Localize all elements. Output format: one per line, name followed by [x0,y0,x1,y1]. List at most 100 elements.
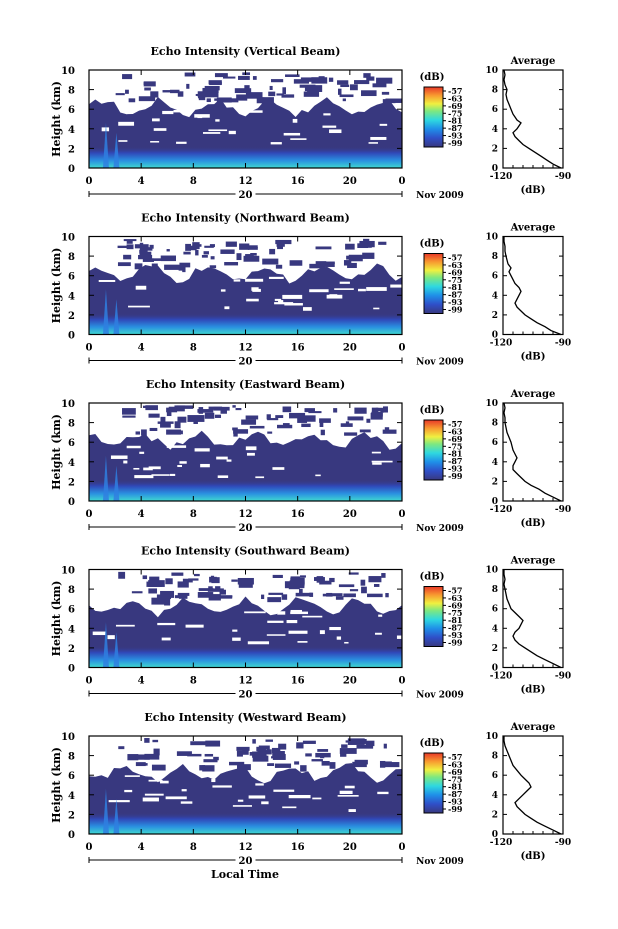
gap [270,142,282,145]
echo-patch [277,424,293,429]
echo-patch [202,765,215,772]
date-day: 20 [239,856,253,867]
echo-patch [115,93,125,96]
echo-patch [215,586,221,590]
gap [211,778,216,783]
x-tick-label: 20 [343,676,357,687]
echo-patch [149,244,154,249]
echo-patch [126,244,134,250]
echo-patch [164,264,181,270]
x-tick-label: 4 [138,176,145,187]
echo-patch [252,76,257,80]
gap [176,141,187,144]
colorbar-tick-label: -75 [448,774,462,784]
x-tick-label: 0 [86,509,93,520]
echo-patch [308,411,322,414]
heatmap [89,738,402,834]
panel-title: Echo Intensity (Vertical Beam) [150,45,340,58]
x-tick-label: 16 [291,842,305,853]
echo-patch [224,262,239,266]
echo-patch [204,245,214,248]
echo-patch [122,74,133,80]
echo-spike [113,132,120,168]
gap [135,285,147,290]
echo-patch [296,742,304,749]
y-tick-label: 4 [68,291,75,302]
echo-patch [144,753,160,760]
gap [115,624,135,627]
echo-patch [268,592,284,595]
gap [282,294,303,299]
colorbar-tick-label: -87 [448,789,462,799]
profile-x-label: (dB) [521,851,546,862]
gap [302,307,312,311]
x-tick-label: 0 [86,343,93,354]
x-tick-label: 8 [190,842,197,853]
echo-patch [301,423,311,428]
colorbar [423,419,444,481]
echo-patch [354,407,367,414]
echo-patch [156,594,172,600]
heatmap [89,238,402,335]
gap [282,806,297,809]
colorbar-tick-label: -93 [448,297,463,307]
echo-patch [289,260,303,266]
echo-patch [305,753,312,757]
echo-patch [247,247,258,250]
gap [329,129,342,134]
y-tick-label: 6 [68,771,75,782]
echo-patch [297,416,308,423]
gap [255,783,264,786]
echo-patch [349,84,358,91]
echo-patch [319,580,332,585]
gap [124,775,140,777]
gap [98,280,116,282]
gap [148,779,163,782]
colorbar [423,253,444,314]
echo-patch [360,579,366,586]
echo-patch [362,252,375,259]
echo-patch [361,586,367,594]
echo-patch [340,84,350,88]
echo-patch [381,91,390,95]
colorbar-tick-label: -57 [448,752,462,762]
gap [153,128,167,131]
gap [118,121,135,126]
colorbar-unit: (dB) [420,405,445,416]
gap [220,289,226,292]
gap [374,632,382,635]
echo-patch [190,741,206,746]
colorbar [423,752,444,814]
echo-patch [194,244,202,247]
colorbar-tick-label: -57 [448,253,462,263]
gap [274,298,282,301]
echo-patch [145,405,158,411]
gap [312,797,322,800]
echo-patch [197,409,214,413]
profile-y-tick-label: 10 [485,732,498,742]
y-tick-label: 4 [68,458,75,469]
gap [323,113,331,116]
echo-patch [269,248,276,255]
date-day: 20 [239,523,253,534]
x-tick-label: 4 [138,343,145,354]
echo-patch [349,589,359,592]
echo-patch [378,241,387,245]
gap [344,785,355,789]
gap [366,287,387,291]
echo-patch [242,750,249,755]
echo-patch [179,262,191,268]
echo-patch [348,572,359,575]
echo-patch [185,243,192,251]
echo-patch [151,263,158,267]
gap [390,284,402,288]
date-day: 20 [239,357,253,368]
profile-y-tick-label: 4 [492,791,498,801]
gap [173,109,186,113]
echo-patch [171,572,184,576]
echo-patch [282,87,287,95]
x-tick-label: 0 [399,676,406,687]
echo-patch [233,429,249,434]
gap [180,801,193,804]
